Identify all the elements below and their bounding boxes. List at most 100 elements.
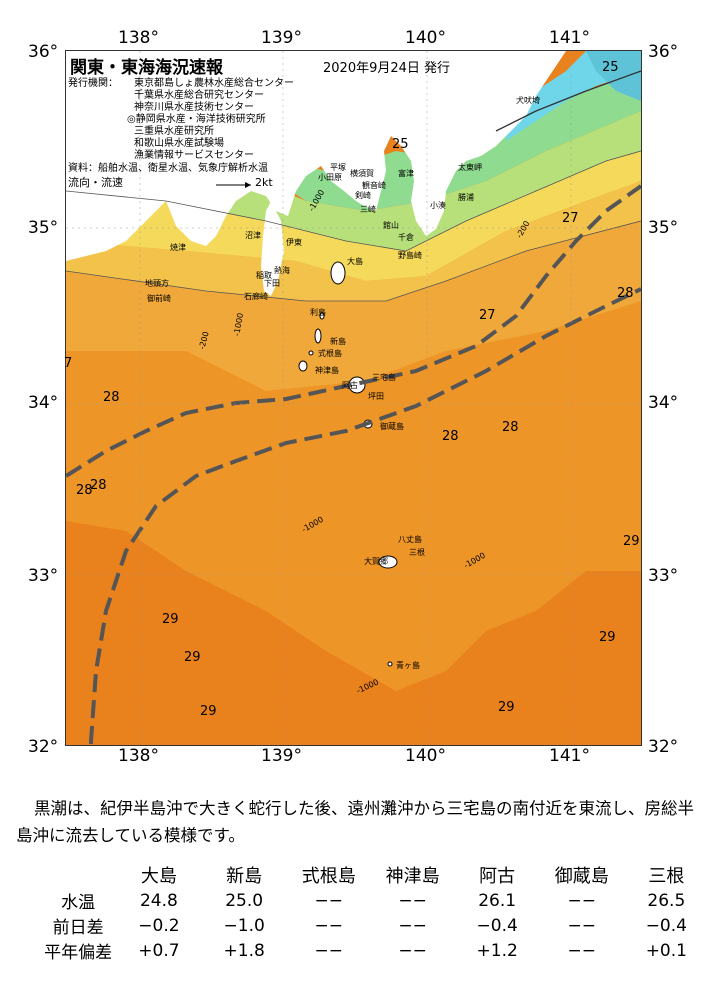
col-mitsune: 三根	[648, 866, 685, 887]
publishers-label: 発行機関：	[68, 78, 118, 89]
col-ako: 阿古	[479, 866, 516, 887]
sst-table: 大島 新島 式根島 神津島 阿古 御蔵島 三根 水温 24.8 25.0 −− …	[40, 862, 709, 963]
place-irozaki: 石廊崎	[244, 292, 268, 301]
lat-label-34-right: 34°	[648, 393, 679, 413]
land-izu	[261, 201, 284, 296]
place-ito: 伊東	[286, 238, 302, 247]
col-niijima: 新島	[226, 866, 263, 887]
place-yaizu: 焼津	[170, 243, 186, 252]
island-kozushima	[298, 360, 308, 372]
place-kozushima: 神津島	[315, 366, 339, 375]
table-cell: 26.1	[478, 890, 517, 911]
kuroshio-path-north	[66, 184, 641, 478]
isotherm-label: 25	[392, 137, 409, 152]
place-mikurajima: 御蔵島	[380, 422, 404, 431]
place-numazu: 沼津	[245, 231, 261, 240]
isotherm-label: 28	[617, 286, 634, 301]
description: 黒潮は、紀伊半島沖で大きく蛇行した後、遠州灘沖から三宅島の南付近を東流し、房総半…	[16, 799, 694, 845]
island-oshima	[330, 261, 346, 285]
isotherm-label: 27	[562, 211, 579, 226]
isotherm-label: 27	[479, 308, 496, 323]
lat-label-32-right: 32°	[648, 737, 679, 757]
isotherm-label: 28	[502, 420, 519, 435]
place-nojimazaki: 野島崎	[398, 251, 422, 260]
current-legend-value: 2kt	[255, 176, 273, 189]
row-label-prev-day-diff: 前日差	[52, 918, 104, 938]
place-misaki: 三崎	[360, 205, 376, 214]
lat-label-34-left: 34°	[28, 393, 59, 413]
isotherm-label: 28	[90, 478, 107, 493]
col-kozushima: 神津島	[385, 866, 440, 887]
kuroshio-path-south	[89, 287, 641, 745]
table-cell: −−	[398, 915, 427, 936]
island-toshima	[319, 312, 325, 320]
lon-label-141-bottom: 141°	[549, 746, 590, 766]
publisher-7: 漁業情報サービスセンター	[134, 150, 254, 161]
isotherm-label: 29	[623, 534, 640, 549]
table-row: 前日差 −0.2 −1.0 −− −− −0.4 −− −0.4	[40, 913, 709, 939]
table-cell: +1.2	[476, 940, 518, 961]
place-omaezaki: 御前崎	[147, 294, 171, 303]
table-cell: −0.2	[138, 915, 180, 936]
place-kominato: 小湊	[430, 201, 446, 210]
isotherm-label: 29	[184, 650, 201, 665]
sst-map	[65, 50, 642, 746]
place-inatori: 稲取	[256, 271, 272, 280]
lon-label-138-top: 138°	[118, 28, 159, 48]
place-mitsune: 三根	[409, 548, 425, 557]
place-jitogata: 地頭方	[145, 279, 169, 288]
lon-label-141-top: 141°	[549, 28, 590, 48]
row-label-normal-anomaly: 平年偏差	[44, 943, 113, 963]
table-cell: −−	[567, 940, 596, 961]
lon-label-139-bottom: 139°	[261, 746, 302, 766]
table-cell: 24.8	[139, 890, 178, 911]
table-cell: −−	[567, 890, 596, 911]
place-shimoda: 下田	[264, 279, 280, 288]
sst-band-28	[66, 221, 641, 391]
isotherm-label: 25	[602, 60, 619, 75]
data-sources: 資料：船舶水温、衛星水温、気象庁解析水温	[68, 163, 268, 174]
place-odawara: 小田原	[318, 173, 342, 182]
lon-label-140-bottom: 140°	[405, 746, 446, 766]
table-cell: −0.4	[476, 915, 518, 936]
place-toshima: 利島	[310, 308, 326, 317]
lat-label-35-right: 35°	[648, 218, 679, 238]
lon-label-139-top: 139°	[261, 28, 302, 48]
isotherm-label: 7	[64, 356, 73, 371]
sst-band-25-ne	[586, 51, 641, 101]
current-legend-arrowhead	[245, 182, 251, 188]
lat-label-35-left: 35°	[28, 218, 59, 238]
table-cell: +0.7	[138, 940, 180, 961]
lon-label-138-bottom: 138°	[118, 746, 159, 766]
place-okago: 大賀郷	[364, 557, 388, 566]
lat-label-36-right: 36°	[648, 42, 679, 62]
table-cell: −−	[398, 890, 427, 911]
table-cell: −−	[398, 940, 427, 961]
island-niijima	[314, 328, 322, 344]
table-header-row: 大島 新島 式根島 神津島 阿古 御蔵島 三根	[40, 862, 709, 888]
lat-label-32-left: 32°	[28, 737, 59, 757]
lon-label-140-top: 140°	[405, 28, 446, 48]
publisher-2: 千葉県水産総合研究センター	[134, 90, 264, 101]
publisher-5: 三重県水産研究所	[134, 126, 214, 137]
isotherm-27	[66, 150, 641, 252]
table-cell: −1.0	[223, 915, 265, 936]
table-cell: −−	[314, 890, 343, 911]
place-miyakejima: 三宅島	[372, 373, 396, 382]
place-yokosuka: 横須賀	[350, 169, 374, 178]
table-cell: +1.8	[223, 940, 265, 961]
isotherm-label: 29	[599, 630, 616, 645]
place-tsurugizaki: 剣崎	[355, 191, 371, 200]
table-row: 水温 24.8 25.0 −− −− 26.1 −− 26.5	[40, 888, 709, 914]
island-hachijojima	[378, 555, 398, 569]
isotherm-label: 28	[103, 390, 120, 405]
place-katsuura: 勝浦	[458, 193, 474, 202]
table-row: 平年偏差 +0.7 +1.8 −− −− +1.2 −− +0.1	[40, 938, 709, 964]
place-shikinejima: 式根島	[318, 349, 342, 358]
isotherm-label: 29	[498, 700, 515, 715]
publisher-4: ◎静岡県水産・海洋技術研究所	[127, 114, 266, 125]
land-honshu	[66, 51, 566, 261]
place-taitomisaki: 太東岬	[458, 163, 482, 172]
table-cell: 26.5	[647, 890, 686, 911]
place-tsubota: 坪田	[368, 392, 384, 401]
